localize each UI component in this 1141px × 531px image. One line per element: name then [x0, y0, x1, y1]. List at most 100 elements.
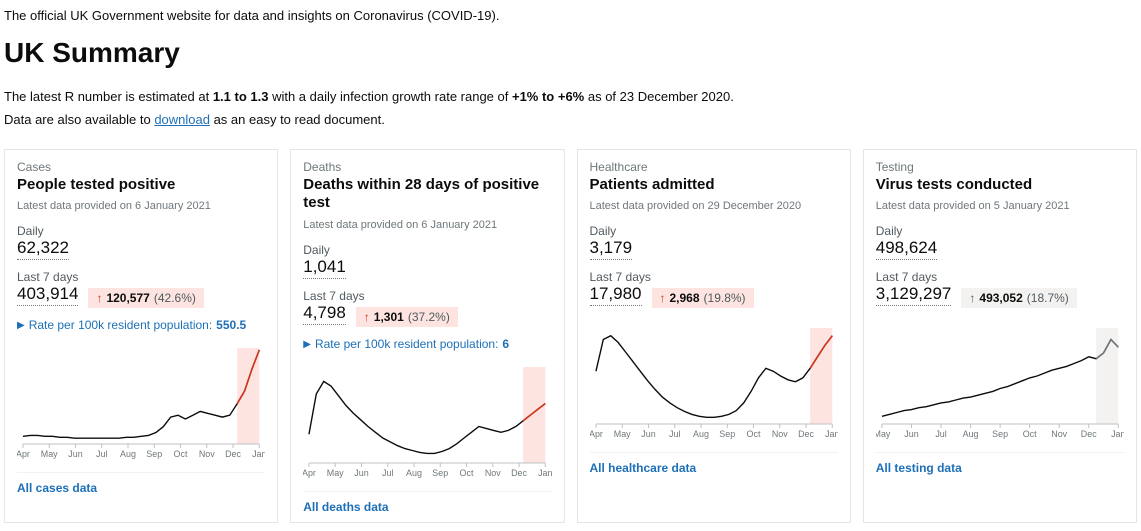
change-number: 2,968: [670, 291, 700, 305]
triangle-right-icon: ▶: [17, 320, 25, 331]
daily-label: Daily: [876, 224, 1124, 238]
svg-text:Jan: Jan: [538, 468, 551, 478]
change-number: 1,301: [374, 310, 404, 324]
svg-text:Sep: Sep: [719, 429, 735, 439]
sparkline-chart: AprMayJunJulAugSepOctNovDecJan: [303, 361, 551, 481]
last7-label: Last 7 days: [876, 270, 1124, 284]
card-category: Healthcare: [590, 160, 838, 174]
card-date: Latest data provided on 29 December 2020: [590, 200, 838, 212]
summary-line-1: The latest R number is estimated at 1.1 …: [4, 87, 1137, 108]
triangle-right-icon: ▶: [303, 339, 311, 350]
change-percent: (42.6%): [154, 291, 196, 305]
svg-text:Jun: Jun: [355, 468, 369, 478]
summary-pre: The latest R number is estimated at: [4, 89, 213, 104]
card-date: Latest data provided on 5 January 2021: [876, 200, 1124, 212]
arrow-up-icon: ↑: [96, 291, 102, 305]
svg-text:Dec: Dec: [1081, 429, 1097, 439]
summary-card: Deaths Deaths within 28 days of positive…: [290, 149, 564, 524]
daily-label: Daily: [590, 224, 838, 238]
summary-card: Healthcare Patients admitted Latest data…: [577, 149, 851, 524]
svg-text:Jul: Jul: [935, 429, 946, 439]
card-category: Testing: [876, 160, 1124, 174]
svg-text:Nov: Nov: [771, 429, 787, 439]
arrow-up-icon: ↑: [969, 291, 975, 305]
arrow-up-icon: ↑: [660, 291, 666, 305]
sparkline-chart: MayJunJulAugSepOctNovDecJan: [876, 322, 1124, 442]
intro-text: The official UK Government website for d…: [4, 8, 1137, 23]
svg-text:Jan: Jan: [252, 449, 265, 459]
svg-text:Jul: Jul: [382, 468, 393, 478]
summary-mid: with a daily infection growth rate range…: [268, 89, 512, 104]
daily-label: Daily: [17, 224, 265, 238]
last7-value: 403,914: [17, 284, 78, 306]
rate-per-100k-link[interactable]: ▶ Rate per 100k resident population: 550…: [17, 318, 265, 332]
change-badge: ↑ 1,301 (37.2%): [356, 307, 458, 327]
card-title: People tested positive: [17, 176, 265, 195]
rate-value: 6: [502, 337, 509, 351]
rate-text: Rate per 100k resident population:: [315, 337, 498, 351]
rate-value: 550.5: [216, 318, 246, 332]
svg-text:Aug: Aug: [406, 468, 422, 478]
svg-text:Oct: Oct: [746, 429, 760, 439]
change-percent: (37.2%): [408, 310, 450, 324]
svg-text:Jun: Jun: [68, 449, 82, 459]
svg-text:Apr: Apr: [590, 429, 603, 439]
summary-growth-range: +1% to +6%: [512, 89, 584, 104]
svg-text:Jan: Jan: [825, 429, 838, 439]
card-title: Patients admitted: [590, 176, 838, 195]
card-date: Latest data provided on 6 January 2021: [303, 219, 551, 231]
svg-text:Dec: Dec: [511, 468, 527, 478]
svg-text:May: May: [327, 468, 344, 478]
svg-text:Oct: Oct: [174, 449, 188, 459]
card-footer-link[interactable]: All healthcare data: [590, 452, 838, 475]
download-link[interactable]: download: [154, 112, 210, 127]
card-footer-link[interactable]: All deaths data: [303, 491, 551, 514]
summary2-pre: Data are also available to: [4, 112, 154, 127]
card-footer-link[interactable]: All testing data: [876, 452, 1124, 475]
sparkline-chart: Apr May Jun Jul Aug Sep Oct Nov Dec Jan: [17, 342, 265, 462]
svg-text:Aug: Aug: [962, 429, 978, 439]
svg-text:May: May: [613, 429, 630, 439]
svg-text:Sep: Sep: [146, 449, 162, 459]
daily-value: 498,624: [876, 238, 937, 260]
change-number: 493,052: [979, 291, 1022, 305]
card-footer-link[interactable]: All cases data: [17, 472, 265, 495]
svg-text:Oct: Oct: [1022, 429, 1036, 439]
last7-value: 4,798: [303, 303, 346, 325]
daily-value: 1,041: [303, 257, 346, 279]
change-badge: ↑ 493,052 (18.7%): [961, 288, 1076, 308]
sparkline-chart: Apr May Jun Jul Aug Sep Oct Nov Dec Jan: [590, 322, 838, 442]
change-percent: (19.8%): [704, 291, 746, 305]
change-number: 120,577: [106, 291, 149, 305]
change-badge: ↑ 120,577 (42.6%): [88, 288, 203, 308]
last7-label: Last 7 days: [17, 270, 265, 284]
svg-text:Jan: Jan: [1111, 429, 1124, 439]
card-category: Cases: [17, 160, 265, 174]
last7-label: Last 7 days: [303, 289, 551, 303]
svg-text:Jun: Jun: [904, 429, 918, 439]
svg-text:Sep: Sep: [992, 429, 1008, 439]
svg-text:Jul: Jul: [669, 429, 680, 439]
svg-text:Jun: Jun: [641, 429, 655, 439]
svg-text:May: May: [876, 429, 891, 439]
svg-text:Aug: Aug: [120, 449, 136, 459]
svg-text:Sep: Sep: [433, 468, 449, 478]
rate-per-100k-link[interactable]: ▶ Rate per 100k resident population: 6: [303, 337, 551, 351]
svg-text:Dec: Dec: [798, 429, 814, 439]
svg-text:Aug: Aug: [693, 429, 709, 439]
page-title: UK Summary: [4, 37, 1137, 69]
summary-card: Testing Virus tests conducted Latest dat…: [863, 149, 1137, 524]
svg-text:Nov: Nov: [199, 449, 215, 459]
daily-value: 62,322: [17, 238, 69, 260]
svg-text:May: May: [41, 449, 58, 459]
summary-card: Cases People tested positive Latest data…: [4, 149, 278, 524]
svg-text:Jul: Jul: [96, 449, 107, 459]
svg-text:Apr: Apr: [17, 449, 30, 459]
svg-text:Dec: Dec: [225, 449, 241, 459]
change-badge: ↑ 2,968 (19.8%): [652, 288, 754, 308]
summary2-post: as an easy to read document.: [210, 112, 385, 127]
change-percent: (18.7%): [1027, 291, 1069, 305]
daily-label: Daily: [303, 243, 551, 257]
card-category: Deaths: [303, 160, 551, 174]
rate-text: Rate per 100k resident population:: [29, 318, 212, 332]
